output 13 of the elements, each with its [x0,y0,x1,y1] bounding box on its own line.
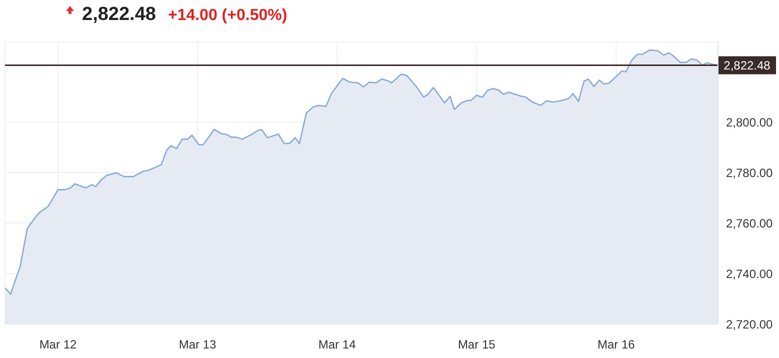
y-tick-label: 2,780.00 [726,166,774,180]
y-tick-label: 2,760.00 [726,216,774,230]
chart-title: 2,822.48 [82,4,156,26]
x-tick-label: Mar 13 [178,338,217,352]
ref-line-label: 2,822.48 [724,58,771,72]
chart-subtitle: +14.00 (+0.50%) [168,7,288,25]
x-tick-label: Mar 12 [39,338,77,352]
y-tick-label: 2,720.00 [726,317,774,332]
x-tick-label: Mar 14 [318,338,356,352]
y-tick-label: 2,800.00 [726,115,774,130]
x-tick-label: Mar 15 [458,338,496,352]
y-tick-label: 2,740.00 [726,266,774,281]
x-tick-label: Mar 16 [597,338,636,352]
